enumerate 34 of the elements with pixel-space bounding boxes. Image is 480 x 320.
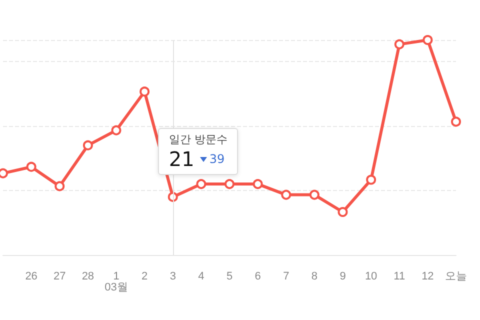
x-tick-label: 4 — [198, 270, 204, 282]
x-tick-label: 11 — [394, 270, 406, 282]
point — [281, 190, 292, 200]
x-tick-label: 8 — [311, 270, 318, 282]
x-tick-label: 1 03월 — [104, 270, 128, 294]
x-tick-label: 2 — [142, 270, 148, 282]
point — [224, 179, 234, 190]
x-tick-label: 28 — [82, 270, 94, 282]
x-tick-label: 6 — [254, 270, 261, 282]
point — [422, 35, 433, 45]
x-tick-label: 10 — [364, 270, 378, 282]
point — [451, 116, 461, 127]
point — [252, 179, 263, 190]
point — [366, 174, 376, 185]
point — [26, 162, 36, 172]
x-tick-label: 27 — [54, 270, 66, 282]
x-tick-label: 26 — [25, 270, 38, 282]
annotation: 일간 방문수 — [168, 132, 228, 147]
point — [54, 181, 65, 192]
point — [196, 179, 206, 190]
point — [338, 207, 348, 217]
point — [82, 140, 93, 150]
point — [394, 39, 404, 50]
x-tick-label: 오늘 — [445, 270, 467, 282]
point — [111, 125, 122, 136]
x-tick-label: 7 — [283, 270, 290, 282]
x-tick-label: 5 — [226, 270, 233, 282]
annotation: 21 — [168, 147, 194, 171]
annotation: 39 — [209, 152, 225, 166]
x-tick-label: 3 — [170, 270, 176, 282]
x-tick-label: 9 — [340, 270, 346, 282]
point — [140, 86, 150, 97]
point — [309, 190, 320, 200]
x-tick-label: 12 — [422, 270, 434, 282]
